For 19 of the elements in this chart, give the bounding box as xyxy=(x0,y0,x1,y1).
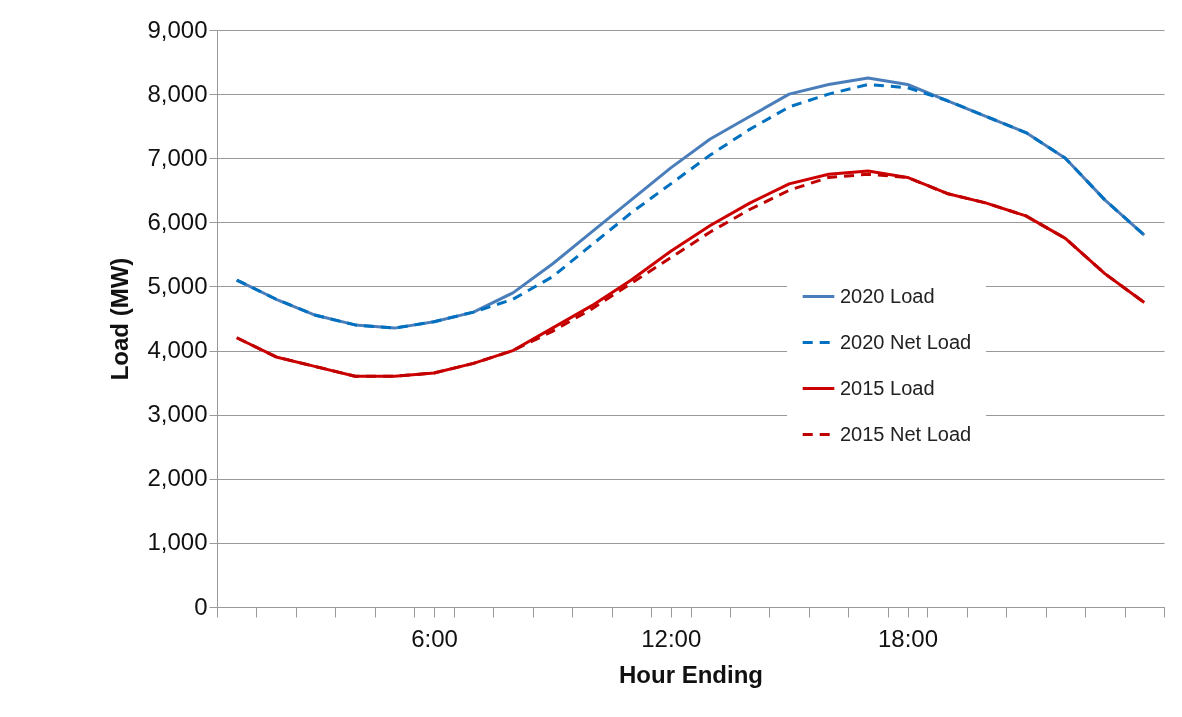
legend-label: 2020 Load xyxy=(840,284,935,307)
legend-label: 2020 Net Load xyxy=(840,330,972,353)
x-tick-label: 6:00 xyxy=(411,624,458,652)
x-axis-title: Hour Ending xyxy=(619,660,763,688)
x-tick-label: 18:00 xyxy=(877,624,939,652)
y-tick-label: 4,000 xyxy=(147,336,208,364)
x-tick-label: 12:00 xyxy=(641,624,702,652)
y-tick-label: 9,000 xyxy=(147,15,208,43)
y-tick-label: 0 xyxy=(194,592,208,620)
legend-label: 2015 Load xyxy=(840,376,935,399)
y-axis-title: Load (MW) xyxy=(106,257,134,381)
y-tick-label: 6,000 xyxy=(147,207,208,235)
y-tick-label: 2,000 xyxy=(147,464,208,492)
y-tick-label: 8,000 xyxy=(147,79,208,107)
y-tick-label: 1,000 xyxy=(147,528,208,556)
y-tick-label: 3,000 xyxy=(147,400,208,428)
y-tick-label: 7,000 xyxy=(147,143,208,171)
y-tick-label: 5,000 xyxy=(147,271,208,299)
legend-label: 2015 Net Load xyxy=(840,422,972,445)
